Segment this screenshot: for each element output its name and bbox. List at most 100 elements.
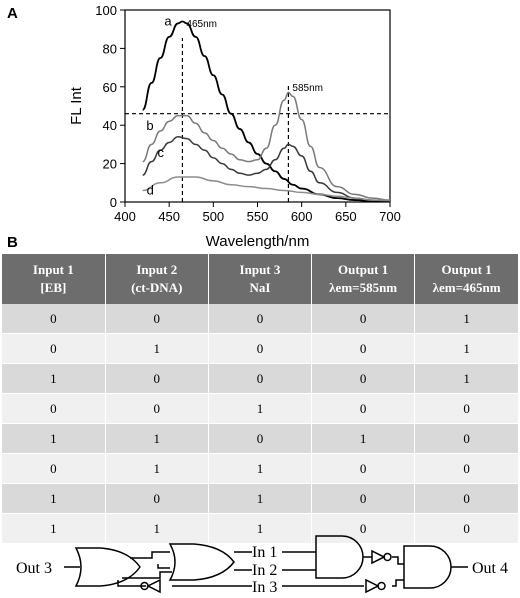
table-cell: 0 bbox=[414, 483, 518, 514]
table-cell: 0 bbox=[414, 393, 518, 424]
header-input-3: Input 3 NaI bbox=[208, 254, 313, 304]
table-cell: 0 bbox=[311, 363, 416, 394]
wire-in3 bbox=[282, 579, 404, 587]
and-gate-out4 bbox=[403, 545, 452, 589]
label-out3: Out 3 bbox=[16, 560, 52, 577]
and-gate-upper bbox=[315, 535, 364, 579]
annotation-label: 585nm bbox=[292, 83, 323, 94]
table-cell: 0 bbox=[2, 453, 106, 484]
table-cell: 0 bbox=[414, 513, 518, 544]
table-cell: 0 bbox=[2, 393, 106, 424]
table-cell: 0 bbox=[311, 483, 416, 514]
label-in2: In 2 bbox=[252, 562, 277, 579]
table-cell: 1 bbox=[414, 363, 518, 394]
table-cell: 0 bbox=[105, 393, 209, 424]
header-output-585-line2: λem=585nm bbox=[329, 280, 398, 295]
series-line-d bbox=[142, 176, 390, 201]
x-tick-label: 600 bbox=[291, 209, 313, 224]
table-cell: 0 bbox=[311, 513, 416, 544]
not-gate-lower-bubble bbox=[377, 581, 386, 591]
header-input-2-line2: (ct-DNA) bbox=[131, 280, 183, 295]
header-output-465-line1: Output 1 bbox=[441, 262, 492, 277]
series-line-c bbox=[142, 135, 391, 202]
series-label-b: b bbox=[146, 118, 153, 133]
table-cell: 1 bbox=[105, 453, 209, 484]
table-cell: 0 bbox=[311, 304, 416, 334]
not-gate-lower bbox=[365, 578, 380, 594]
header-input-3-line2: NaI bbox=[249, 280, 271, 295]
x-tick-label: 700 bbox=[379, 209, 401, 224]
header-input-1-line2: [EB] bbox=[40, 280, 67, 295]
series-label-a: a bbox=[164, 14, 172, 29]
y-tick-label: 0 bbox=[110, 195, 117, 210]
y-tick-label: 80 bbox=[103, 41, 117, 56]
header-input-1-line1: Input 1 bbox=[32, 262, 74, 277]
table-cell: 0 bbox=[414, 453, 518, 484]
truth-table: Input 1 [EB] Input 2 (ct-DNA) Input 3 NaI O… bbox=[2, 254, 518, 544]
table-cell: 0 bbox=[311, 333, 416, 364]
not-gate-left bbox=[146, 578, 161, 594]
wire-or-inputs bbox=[122, 571, 172, 579]
table-cell: 0 bbox=[208, 304, 313, 334]
not-gate-upper bbox=[371, 549, 386, 565]
x-tick-label: 500 bbox=[202, 209, 224, 224]
table-cell: 1 bbox=[2, 513, 106, 544]
or-gate-middle bbox=[168, 543, 235, 581]
not-gate-upper-bubble bbox=[383, 552, 392, 562]
table-cell: 1 bbox=[311, 423, 416, 454]
header-output-585: Output 1 λem=585nm bbox=[311, 254, 416, 304]
series-label-d: d bbox=[147, 182, 154, 197]
table-cell: 1 bbox=[414, 333, 518, 364]
header-input-2: Input 2 (ct-DNA) bbox=[105, 254, 209, 304]
y-axis-label: FL Int bbox=[68, 86, 85, 125]
y-tick-label: 100 bbox=[95, 3, 117, 18]
label-in1: In 1 bbox=[252, 544, 277, 561]
table-cell: 1 bbox=[2, 363, 106, 394]
table-cell: 1 bbox=[105, 513, 209, 544]
series-label-c: c bbox=[158, 145, 165, 160]
table-cell: 1 bbox=[208, 513, 313, 544]
wire-in2 bbox=[157, 564, 316, 571]
panel-label-a: A bbox=[7, 5, 18, 22]
table-cell: 0 bbox=[105, 304, 209, 334]
label-out4: Out 4 bbox=[472, 560, 508, 577]
table-cell: 0 bbox=[105, 483, 209, 514]
x-axis-label: Wavelength/nm bbox=[206, 233, 310, 250]
truth-table-header-row: Input 1 [EB] Input 2 (ct-DNA) Input 3 NaI O… bbox=[2, 254, 518, 304]
table-cell: 1 bbox=[2, 483, 106, 514]
wire-middle-to-or bbox=[130, 551, 170, 559]
table-cell: 0 bbox=[311, 453, 416, 484]
series-line-b bbox=[142, 91, 391, 201]
label-in3: In 3 bbox=[252, 579, 277, 596]
header-input-1: Input 1 [EB] bbox=[2, 254, 106, 304]
fluorescence-chart: 400 450 500 550 600 650 700 0 20 40 60 80 100 Wavelen… bbox=[68, 3, 401, 250]
header-input-2-line1: Input 2 bbox=[136, 262, 178, 277]
header-output-585-line1: Output 1 bbox=[338, 262, 389, 277]
or-gate-out3 bbox=[74, 547, 141, 587]
table-cell: 1 bbox=[105, 423, 209, 454]
header-output-465: Output 1 λem=465nm bbox=[414, 254, 518, 304]
annotation-label: 465nm bbox=[186, 19, 217, 30]
table-cell: 0 bbox=[208, 363, 313, 394]
table-cell: 0 bbox=[208, 423, 313, 454]
series-line-a bbox=[141, 20, 391, 203]
table-cell: 1 bbox=[208, 393, 313, 424]
header-output-465-line2: λem=465nm bbox=[432, 280, 501, 295]
table-cell: 1 bbox=[2, 423, 106, 454]
table-cell: 0 bbox=[208, 333, 313, 364]
table-cell: 0 bbox=[311, 393, 416, 424]
table-cell: 1 bbox=[208, 483, 313, 514]
table-cell: 0 bbox=[105, 363, 209, 394]
x-tick-label: 450 bbox=[158, 209, 180, 224]
table-cell: 1 bbox=[208, 453, 313, 484]
header-input-3-line1: Input 3 bbox=[239, 262, 281, 277]
x-tick-label: 550 bbox=[247, 209, 269, 224]
